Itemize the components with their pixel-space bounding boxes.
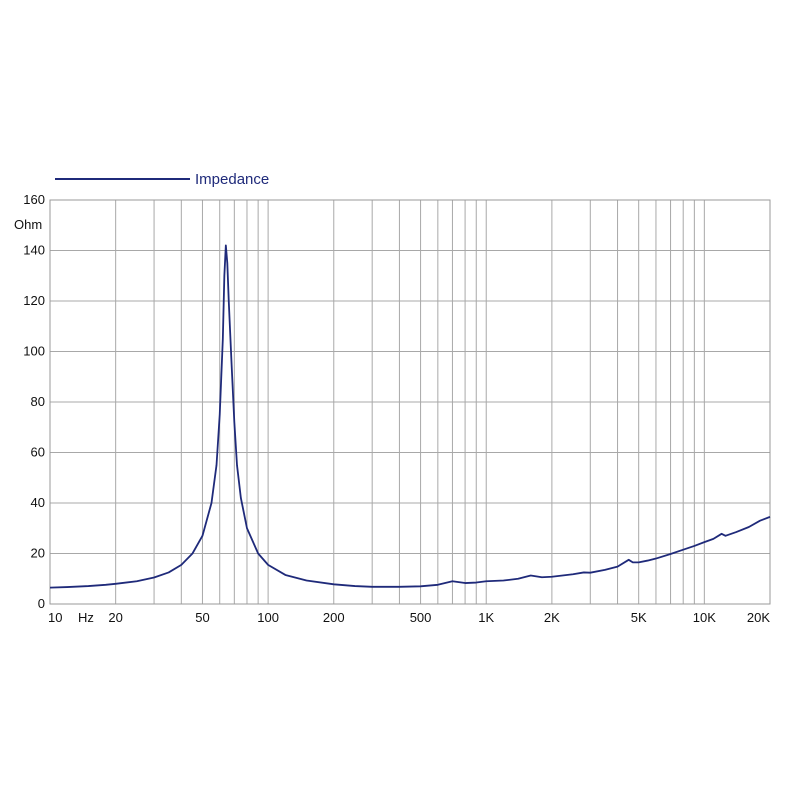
x-tick-label: 500 bbox=[410, 610, 432, 625]
x-tick-label: 10K bbox=[693, 610, 716, 625]
x-axis-ticks: 10 20 50 100 200 500 1K 2K 5K 10K 20K bbox=[48, 610, 770, 625]
x-tick-label: 20 bbox=[108, 610, 122, 625]
x-tick-label: 100 bbox=[257, 610, 279, 625]
x-tick-label: 1K bbox=[478, 610, 494, 625]
x-tick-label: 20K bbox=[747, 610, 770, 625]
y-tick-label: 40 bbox=[31, 495, 45, 510]
y-tick-label: 80 bbox=[31, 394, 45, 409]
series-line-impedance bbox=[49, 244, 771, 589]
y-tick-label: 160 bbox=[23, 192, 45, 207]
x-tick-label: 2K bbox=[544, 610, 560, 625]
y-tick-label: 60 bbox=[31, 445, 45, 460]
series-layer bbox=[49, 244, 771, 589]
legend: Impedance bbox=[55, 171, 269, 188]
x-tick-label: 10 bbox=[48, 610, 62, 625]
x-tick-label: 50 bbox=[195, 610, 209, 625]
plot-border bbox=[49, 199, 771, 605]
x-tick-label: 200 bbox=[323, 610, 345, 625]
y-tick-label: 0 bbox=[38, 596, 45, 611]
legend-label-impedance: Impedance bbox=[195, 171, 269, 188]
y-tick-label: 140 bbox=[23, 243, 45, 258]
x-axis-unit-label: Hz bbox=[78, 610, 94, 625]
y-tick-label: 100 bbox=[23, 344, 45, 359]
y-tick-label: 120 bbox=[23, 293, 45, 308]
y-axis-ticks: 0 20 40 60 80 100 120 140 160 bbox=[23, 192, 45, 611]
y-tick-label: 20 bbox=[31, 546, 45, 561]
x-tick-label: 5K bbox=[631, 610, 647, 625]
grid bbox=[49, 199, 771, 605]
y-axis-unit-label: Ohm bbox=[14, 217, 42, 232]
